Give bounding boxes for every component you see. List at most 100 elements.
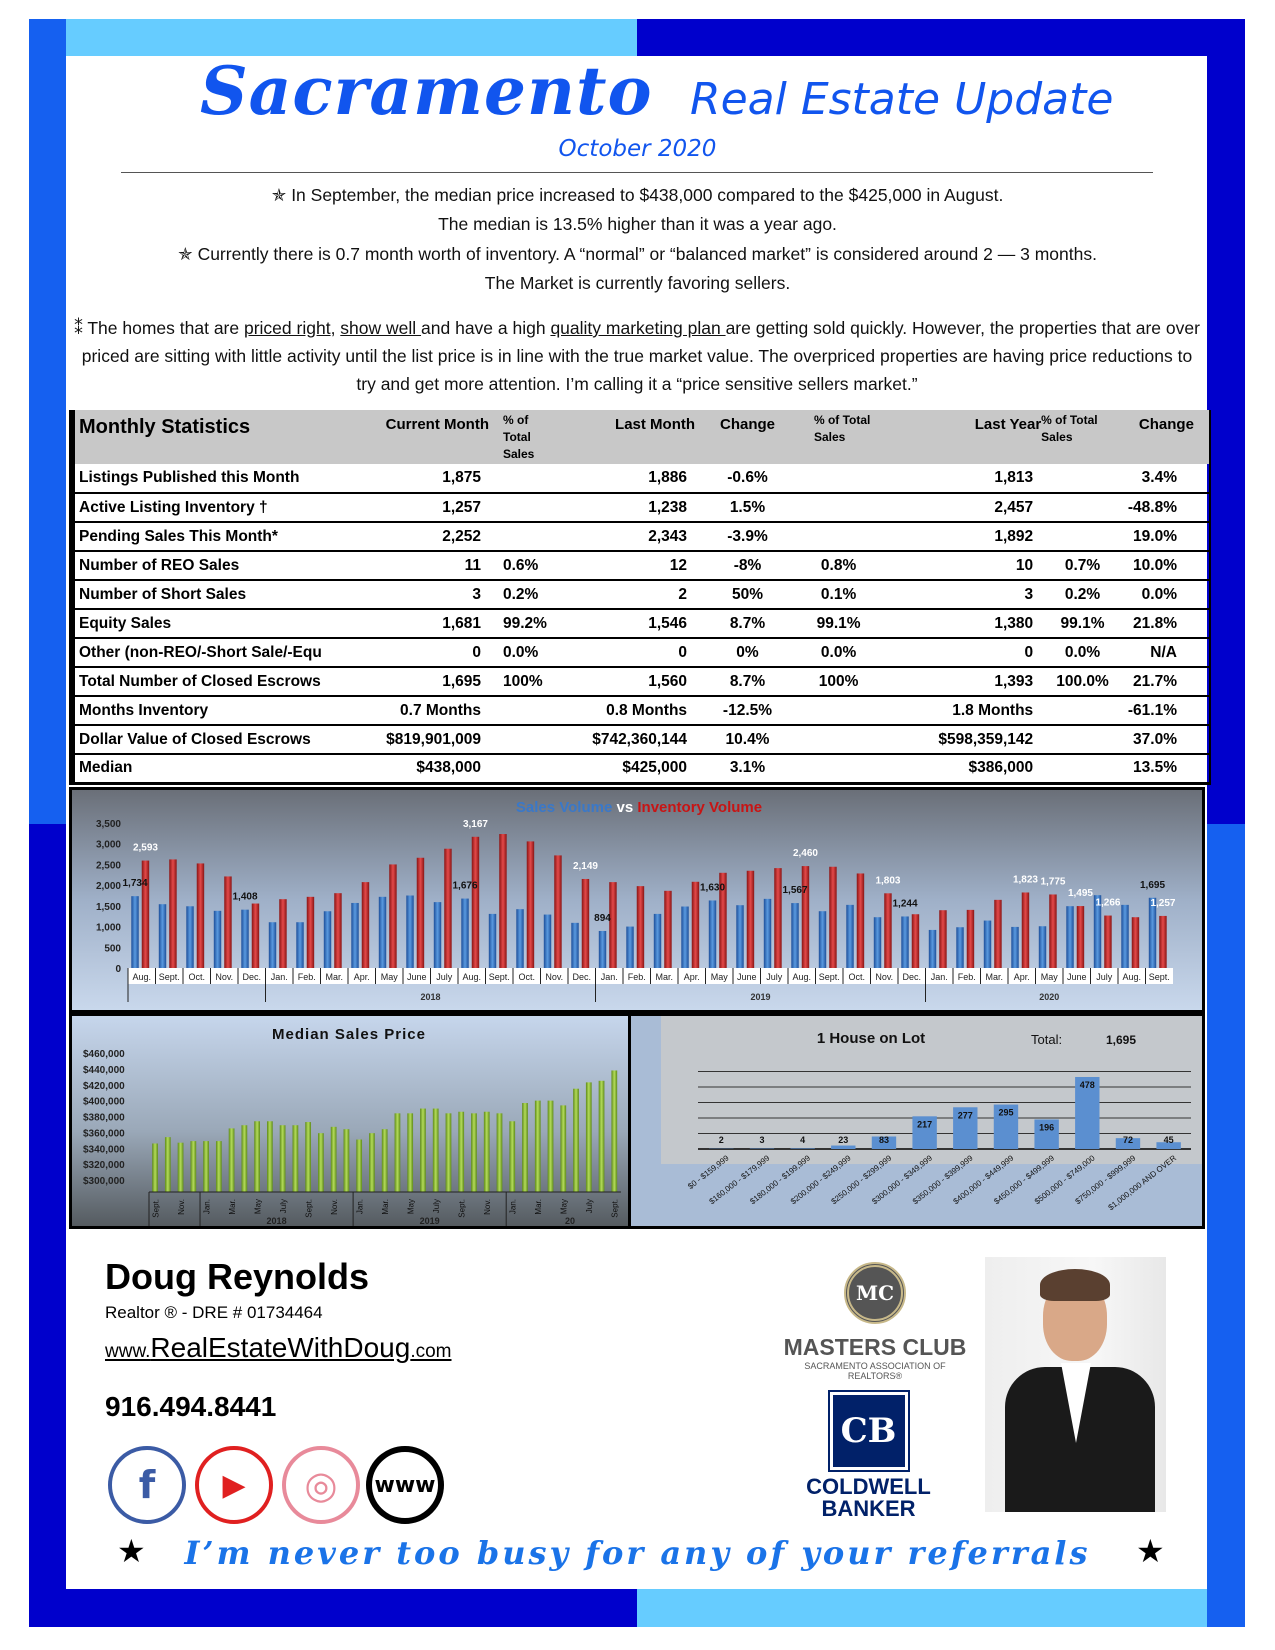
y-tick-label: 1,000 (96, 923, 121, 934)
row-label: Number of REO Sales (72, 551, 359, 581)
data-label: 4 (800, 1135, 805, 1145)
cell-value: 100% (799, 667, 878, 697)
median-price-bar (496, 1113, 503, 1192)
y-tick-label: $440,000 (83, 1065, 125, 1076)
median-price-bar (407, 1113, 414, 1192)
x-tick-label: July (585, 1199, 594, 1213)
x-tick-label: Apr. (1014, 972, 1030, 982)
median-price-bar (509, 1121, 516, 1192)
median-price-bar (547, 1100, 554, 1192)
header-change: Change (1123, 410, 1210, 464)
cell-value: 0.6% (489, 551, 559, 581)
table-row: Pending Sales This Month* 2,252 2,343 -3.9%… (72, 522, 1210, 552)
median-price-bar (279, 1125, 286, 1192)
cell-value: 21.7% (1123, 667, 1210, 697)
inventory-volume-bar (884, 893, 892, 968)
inventory-volume-bar (1021, 892, 1030, 968)
x-tick-label: May (407, 1199, 416, 1214)
sales-volume-bar (983, 920, 992, 968)
sales-volume-bar (1011, 926, 1019, 968)
cell-value: 0.1% (799, 580, 878, 610)
y-tick-label: $360,000 (83, 1128, 125, 1139)
sales-volume-bar (1148, 897, 1157, 968)
inventory-volume-bar (829, 866, 837, 968)
x-tick-label: Mar. (534, 1199, 543, 1215)
cell-value: $819,901,009 (358, 725, 489, 755)
sales-volume-bar (818, 911, 827, 968)
cell-value: 99.1% (799, 609, 878, 639)
median-price-bar (267, 1121, 273, 1192)
cell-value (799, 725, 878, 755)
cell-value (1041, 754, 1124, 785)
cell-value: 99.2% (489, 609, 559, 639)
inventory-volume-bar (664, 890, 672, 968)
median-price-bar (598, 1080, 605, 1192)
instagram-icon[interactable]: ◎ (282, 1446, 360, 1524)
divider (121, 172, 1153, 173)
row-label: Total Number of Closed Escrows (72, 667, 359, 697)
cell-value: 0% (695, 638, 800, 668)
sales-volume-bar (571, 922, 579, 968)
x-tick-label: Oct. (188, 972, 205, 982)
cell-value (799, 493, 878, 523)
inventory-volume-bar (994, 899, 1002, 968)
x-tick-label: June (737, 972, 757, 982)
inventory-volume-bar (306, 896, 315, 968)
header-last-year: Last Year (877, 410, 1042, 464)
frame-top-light (66, 19, 637, 56)
sales-vs-inventory-chart: 0 500 1,000 1,500 2,000 2,500 3,000 3,500 Sales… (69, 787, 1205, 1013)
x-tick-label: Aug. (462, 972, 481, 982)
sales-volume-bar (763, 898, 772, 968)
median-price-bar (432, 1108, 439, 1192)
cell-value: 1,393 (877, 667, 1042, 697)
website-link[interactable]: www.RealEstateWithDoug.com (105, 1332, 452, 1363)
x-tick-label: Jan. (601, 972, 618, 982)
cell-value: 1.8 Months (877, 696, 1042, 726)
sales-volume-bar (241, 909, 249, 968)
inventory-volume-bar (251, 903, 260, 968)
header-current-month: Current Month (358, 410, 489, 464)
inventory-volume-bar (1049, 894, 1057, 968)
x-tick-label: Nov. (215, 972, 233, 982)
data-label: 1,630 (700, 882, 725, 893)
cell-value: 1,380 (877, 609, 1042, 639)
median-price-bar (164, 1137, 171, 1192)
www-globe-icon[interactable]: www (366, 1446, 444, 1524)
x-tick-label: Sept. (151, 1199, 160, 1218)
star-icon: ★ (1136, 1533, 1165, 1569)
data-label: 1,695 (1140, 880, 1165, 891)
median-price-bar (152, 1143, 158, 1192)
table-row: Other (non-REO/-Short Sale/-Equ 0 0.0% 0 0% 0… (72, 638, 1210, 668)
x-tick-label: Jan. (355, 1199, 364, 1214)
cell-value: 0.0% (1041, 638, 1124, 668)
inventory-volume-bar (581, 878, 590, 968)
cell-value: 100% (489, 667, 559, 697)
sales-volume-bar (296, 922, 304, 968)
row-label: Median (72, 754, 359, 785)
x-tick-label: June (1067, 972, 1087, 982)
monthly-statistics-table: Monthly Statistics Current Month % of To… (69, 410, 1211, 785)
row-label: Active Listing Inventory † (72, 493, 359, 523)
title-real-estate-update: Real Estate Update (690, 74, 1114, 125)
cell-value: 0.8 Months (558, 696, 696, 726)
data-label: 2,460 (793, 848, 818, 859)
cell-value (1041, 522, 1124, 552)
cell-value: 0 (877, 638, 1042, 668)
frame-bottom-dark (29, 1589, 637, 1627)
x-tick-label: Sept. (304, 1199, 313, 1218)
youtube-icon[interactable]: ▶ (195, 1446, 273, 1524)
data-label: 1,257 (1150, 898, 1175, 909)
sales-volume-bar (158, 904, 167, 968)
inventory-volume-bar (1159, 915, 1167, 968)
x-tick-label: Mar. (228, 1199, 237, 1215)
facebook-icon[interactable]: f (108, 1446, 186, 1524)
cell-value: 99.1% (1041, 609, 1124, 639)
chart-background (72, 1016, 628, 1226)
cell-value: 50% (695, 580, 800, 610)
chart-title: Median Sales Price (272, 1026, 426, 1043)
cell-value: 3.1% (695, 754, 800, 785)
x-tick-label: Feb. (958, 972, 976, 982)
cell-value: 3 (358, 580, 489, 610)
cell-value: 1,695 (358, 667, 489, 697)
market-paragraph: ⁑ The homes that are priced right, show … (74, 318, 1200, 394)
